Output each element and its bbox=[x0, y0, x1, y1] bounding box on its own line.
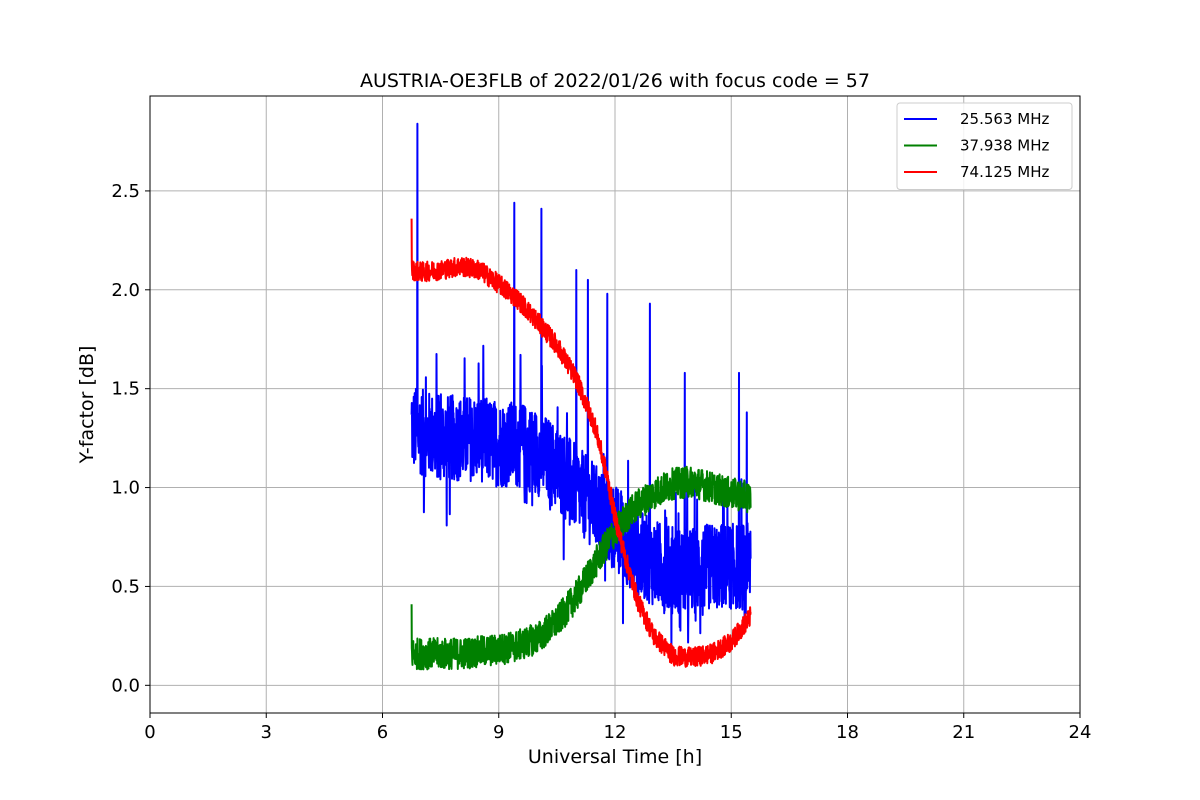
series-line bbox=[410, 218, 752, 668]
legend-label: 25.563 MHz bbox=[960, 110, 1049, 128]
x-tick-label: 12 bbox=[604, 722, 627, 743]
x-tick-label: 6 bbox=[377, 722, 388, 743]
x-tick-label: 21 bbox=[952, 722, 975, 743]
x-tick-label: 9 bbox=[493, 722, 504, 743]
x-tick-label: 3 bbox=[261, 722, 272, 743]
y-tick-label: 2.0 bbox=[111, 280, 140, 301]
y-tick-label: 2.5 bbox=[111, 181, 140, 202]
legend-label: 74.125 MHz bbox=[960, 163, 1049, 181]
y-tick-label: 1.0 bbox=[111, 478, 140, 499]
x-axis-label: Universal Time [h] bbox=[528, 746, 702, 768]
y-tick-label: 1.5 bbox=[111, 379, 140, 400]
y-axis-label: Y-factor [dB] bbox=[76, 346, 98, 465]
legend: 25.563 MHz 37.938 MHz 74.125 MHz bbox=[896, 102, 1073, 190]
grid bbox=[149, 96, 1081, 713]
series-line bbox=[410, 122, 752, 654]
x-tick-label: 18 bbox=[836, 722, 859, 743]
x-tick-label: 15 bbox=[720, 722, 743, 743]
legend-label: 37.938 MHz bbox=[960, 137, 1049, 155]
y-tick-label: 0.5 bbox=[111, 576, 140, 597]
chart-title: AUSTRIA-OE3FLB of 2022/01/26 with focus … bbox=[360, 70, 870, 92]
y-tick-label: 0.0 bbox=[111, 675, 140, 696]
x-tick-label: 24 bbox=[1069, 722, 1092, 743]
series-layer bbox=[410, 122, 752, 671]
ticks-layer: 0 3 6 9 12 15 18 21 24 0.0 0.5 1.0 1.5 2.0 2.5 bbox=[111, 181, 1091, 743]
series-line bbox=[410, 465, 752, 671]
legend-box bbox=[896, 102, 1073, 190]
x-tick-label: 0 bbox=[144, 722, 155, 743]
